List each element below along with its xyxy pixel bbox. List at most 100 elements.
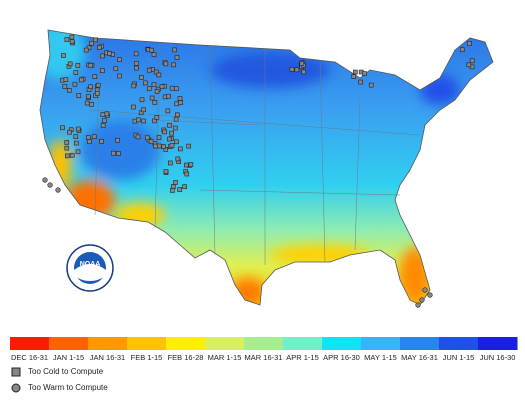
cold-station xyxy=(63,77,69,82)
cold-station xyxy=(64,140,70,145)
cold-station xyxy=(69,152,75,158)
cold-station xyxy=(469,58,475,64)
cold-station xyxy=(75,63,81,68)
cold-station xyxy=(188,162,194,167)
cold-station xyxy=(100,53,105,59)
cold-station xyxy=(144,135,150,141)
cold-station xyxy=(141,118,146,124)
legend-swatch xyxy=(322,337,362,350)
cold-station xyxy=(83,47,89,53)
cold-station xyxy=(76,93,82,98)
cold-station xyxy=(66,88,72,93)
cold-station xyxy=(169,143,175,148)
cold-station xyxy=(177,96,183,101)
cold-station xyxy=(67,61,73,67)
legend-label: Too Warm to Compute xyxy=(28,383,108,392)
legend-label: JUN 1-15 xyxy=(443,353,475,362)
cold-station xyxy=(104,111,110,117)
cold-station xyxy=(159,84,165,89)
cold-station xyxy=(178,146,183,152)
warm-station xyxy=(55,187,61,193)
cold-station xyxy=(92,74,98,79)
warm-station xyxy=(415,302,421,308)
cold-station xyxy=(167,136,172,142)
warm-station xyxy=(42,177,48,183)
cold-station xyxy=(111,150,116,156)
cold-station xyxy=(139,75,144,80)
cold-station xyxy=(467,41,472,46)
legend-swatch xyxy=(283,337,323,350)
cold-station xyxy=(173,180,178,185)
cold-station xyxy=(459,47,465,53)
cold-station xyxy=(162,129,167,135)
cold-station xyxy=(89,40,94,46)
cold-station xyxy=(169,130,174,136)
cold-station xyxy=(161,144,166,149)
cold-station xyxy=(152,118,157,124)
cold-station xyxy=(117,57,122,62)
legend-swatch xyxy=(244,337,284,350)
cold-station xyxy=(139,97,145,103)
cold-station xyxy=(62,84,68,89)
legend-label: DEC 16-31 xyxy=(11,353,48,362)
legend-swatch xyxy=(361,337,401,350)
cold-station xyxy=(171,62,176,68)
legend-swatch xyxy=(439,337,479,350)
cold-station xyxy=(351,74,357,79)
cold-icon xyxy=(11,367,21,377)
cold-station xyxy=(65,153,70,159)
cold-station xyxy=(184,171,190,177)
cold-station xyxy=(182,184,187,190)
cold-station xyxy=(163,61,169,67)
noaa-logo: NOAA xyxy=(66,244,114,292)
cold-station xyxy=(294,67,300,73)
cold-station xyxy=(73,70,79,75)
cold-station xyxy=(102,118,107,124)
legend-label: FEB 1-15 xyxy=(131,353,163,362)
cold-station xyxy=(69,39,75,44)
cold-station xyxy=(167,122,172,128)
cold-station xyxy=(156,143,162,149)
cold-station xyxy=(100,123,106,128)
cold-station xyxy=(171,184,176,189)
cold-station xyxy=(358,79,363,85)
legend-label: FEB 16-28 xyxy=(168,353,204,362)
cold-station xyxy=(72,81,78,87)
cold-station xyxy=(94,90,100,96)
cold-station xyxy=(131,104,136,110)
cold-station xyxy=(153,143,158,149)
cold-station xyxy=(368,82,374,88)
cold-station xyxy=(154,89,160,94)
cold-station xyxy=(169,85,175,91)
cold-station xyxy=(73,134,79,139)
cold-station xyxy=(100,112,106,117)
cold-station xyxy=(178,100,183,105)
cold-station xyxy=(135,134,141,140)
cold-station xyxy=(131,83,137,89)
cold-station xyxy=(186,143,191,149)
cold-station xyxy=(141,107,146,113)
cold-station xyxy=(175,156,181,162)
cold-station xyxy=(136,117,141,123)
cold-station xyxy=(89,101,94,107)
cold-station xyxy=(87,63,93,68)
cold-station xyxy=(146,86,152,92)
legend-label: APR 16-30 xyxy=(323,353,360,362)
warm-station xyxy=(422,287,428,293)
cold-station xyxy=(133,61,139,66)
legend-swatch xyxy=(400,337,440,350)
cold-station xyxy=(97,45,102,50)
cold-station xyxy=(146,67,152,73)
legend: DEC 16-31 JAN 1-15 JAN 16-31 FEB 1-15 FEB 16… xyxy=(10,337,518,393)
cold-station xyxy=(67,129,72,135)
warm-station xyxy=(47,182,53,188)
us-outline xyxy=(39,29,494,306)
cold-station xyxy=(113,66,119,72)
cold-station xyxy=(74,140,79,146)
warm-station xyxy=(419,297,425,303)
cold-station xyxy=(165,108,171,114)
cold-station xyxy=(75,149,81,155)
cold-station xyxy=(153,69,159,75)
cold-station xyxy=(61,53,66,58)
